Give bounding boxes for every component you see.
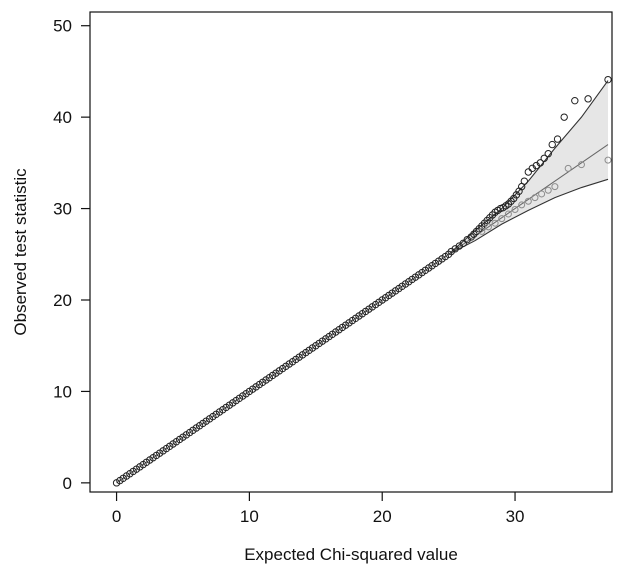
alternate-point	[577, 161, 585, 169]
observed-point	[536, 159, 544, 167]
y-tick-label: 20	[53, 291, 72, 310]
lower-envelope-line	[448, 178, 609, 255]
alternate-point	[524, 197, 532, 205]
observed-point	[524, 168, 533, 176]
alternate-point	[531, 194, 539, 202]
upper-envelope-line	[448, 80, 609, 255]
observed-point	[584, 95, 592, 103]
observed-point	[553, 135, 562, 143]
alternate-point	[538, 190, 546, 198]
observed-point	[560, 113, 568, 121]
observed-point	[459, 239, 467, 248]
alternate-point	[518, 201, 526, 209]
observed-point	[548, 140, 556, 149]
observed-point	[540, 154, 548, 162]
y-tick-label: 10	[53, 382, 72, 401]
alternate-point	[551, 183, 559, 191]
x-tick-label: 0	[112, 507, 121, 526]
observed-point	[544, 150, 552, 158]
alternate-point	[511, 205, 519, 213]
confidence-band	[448, 80, 609, 255]
alternate-point	[491, 219, 499, 227]
y-tick-label: 50	[53, 17, 72, 36]
y-axis-ticks: 0 10 20 30 40 50	[53, 17, 90, 493]
alternate-point	[504, 210, 512, 218]
y-tick-label: 40	[53, 108, 72, 127]
y-axis-label: Observed test statistic	[11, 168, 30, 336]
alternate-point	[498, 215, 506, 223]
data-points-layer	[112, 75, 612, 487]
alternate-point	[544, 186, 552, 194]
plot-frame	[89, 11, 613, 493]
observed-point	[520, 177, 529, 185]
confidence-band-layer	[448, 80, 609, 255]
observed-point	[604, 75, 612, 84]
x-tick-label: 30	[506, 507, 525, 526]
x-tick-label: 20	[373, 507, 392, 526]
alternate-point	[604, 156, 612, 164]
x-axis-label: Expected Chi-squared value	[244, 545, 458, 564]
alternate-point	[478, 227, 486, 235]
y-tick-label: 30	[53, 200, 72, 219]
alternate-point	[484, 223, 492, 231]
x-axis-ticks: 0 10 20 30	[112, 492, 525, 526]
reference-line-layer	[116, 144, 609, 484]
reference-line	[116, 144, 609, 484]
alternate-point	[564, 164, 572, 172]
y-tick-label: 0	[63, 474, 72, 493]
x-tick-label: 10	[240, 507, 259, 526]
observed-point	[571, 96, 579, 105]
